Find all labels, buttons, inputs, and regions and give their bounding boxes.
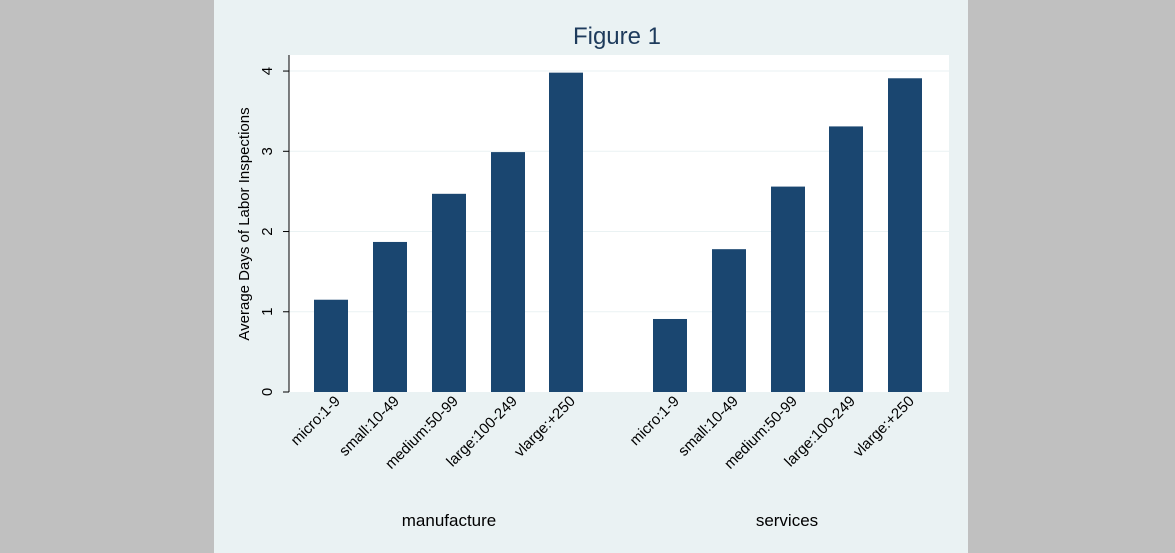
bar-manufacture-2 — [432, 193, 466, 392]
chart-title: Figure 1 — [573, 23, 661, 50]
y-tick-label: 3 — [259, 147, 276, 155]
group-label-manufacture: manufacture — [402, 511, 497, 530]
bar-services-3 — [829, 126, 863, 393]
bar-services-0 — [653, 318, 687, 392]
y-axis-label: Average Days of Labor Inspections — [236, 107, 253, 340]
y-ticks: 0 1 2 3 4 — [259, 67, 289, 396]
group-label-services: services — [756, 511, 818, 530]
y-tick-label: 2 — [259, 227, 276, 235]
y-tick-label: 0 — [259, 388, 276, 396]
bar-manufacture-4 — [549, 72, 583, 393]
bar-services-1 — [712, 249, 746, 392]
bar-manufacture-3 — [491, 152, 525, 392]
bar-services-4 — [888, 78, 922, 393]
bar-manufacture-1 — [373, 241, 407, 392]
bar-services-2 — [771, 186, 805, 392]
bars — [314, 72, 922, 393]
bar-manufacture-0 — [314, 299, 348, 392]
y-tick-label: 1 — [259, 308, 276, 316]
y-tick-label: 4 — [259, 67, 276, 75]
